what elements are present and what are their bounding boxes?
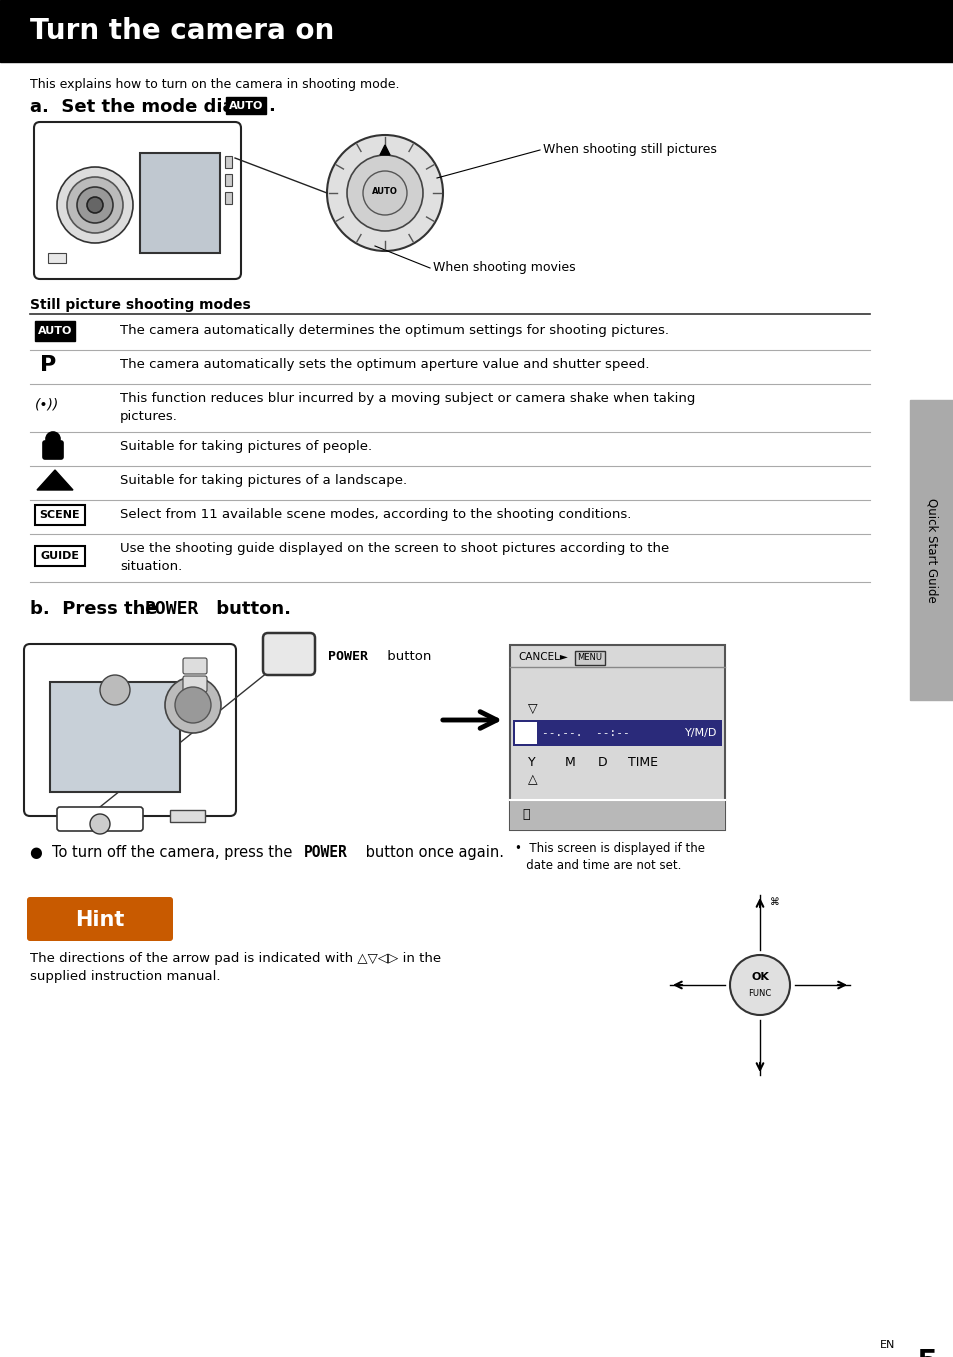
Bar bbox=[170, 810, 205, 822]
Text: The directions of the arrow pad is indicated with △▽◁▷ in the
supplied instructi: The directions of the arrow pad is indic… bbox=[30, 953, 440, 982]
Text: Y/M/D: Y/M/D bbox=[684, 727, 717, 738]
Bar bbox=[225, 156, 232, 168]
Text: EN: EN bbox=[879, 1339, 894, 1350]
Text: POWER: POWER bbox=[145, 600, 199, 617]
Text: SCENE: SCENE bbox=[40, 510, 80, 520]
Text: (•)): (•)) bbox=[35, 398, 59, 411]
Circle shape bbox=[46, 432, 60, 446]
Text: Y: Y bbox=[527, 756, 535, 768]
Text: Still picture shooting modes: Still picture shooting modes bbox=[30, 299, 251, 312]
Text: When shooting movies: When shooting movies bbox=[433, 262, 575, 274]
Bar bbox=[575, 651, 604, 665]
Text: TIME: TIME bbox=[627, 756, 658, 768]
Polygon shape bbox=[379, 145, 390, 155]
Text: button.: button. bbox=[210, 600, 291, 617]
FancyBboxPatch shape bbox=[57, 807, 143, 830]
Circle shape bbox=[77, 187, 112, 223]
Text: The camera automatically determines the optimum settings for shooting pictures.: The camera automatically determines the … bbox=[120, 324, 668, 337]
FancyBboxPatch shape bbox=[43, 441, 63, 459]
Text: AUTO: AUTO bbox=[372, 186, 397, 195]
Text: Suitable for taking pictures of a landscape.: Suitable for taking pictures of a landsc… bbox=[120, 474, 407, 487]
Circle shape bbox=[165, 677, 221, 733]
Text: This explains how to turn on the camera in shooting mode.: This explains how to turn on the camera … bbox=[30, 77, 399, 91]
Bar bbox=[510, 801, 724, 830]
Text: MENU: MENU bbox=[577, 654, 602, 662]
Text: POWER: POWER bbox=[328, 650, 368, 662]
Text: The camera automatically sets the optimum aperture value and shutter speed.: The camera automatically sets the optimu… bbox=[120, 358, 649, 370]
Text: button: button bbox=[382, 650, 431, 662]
Circle shape bbox=[100, 674, 130, 706]
Circle shape bbox=[57, 167, 132, 243]
Text: Quick Start Guide: Quick Start Guide bbox=[924, 498, 938, 603]
Text: Hint: Hint bbox=[75, 911, 125, 930]
Bar bbox=[226, 96, 266, 114]
Circle shape bbox=[67, 176, 123, 233]
FancyBboxPatch shape bbox=[34, 122, 241, 280]
Text: •  This screen is displayed if the
   date and time are not set.: • This screen is displayed if the date a… bbox=[515, 841, 704, 873]
Bar bbox=[510, 645, 724, 830]
Text: Suitable for taking pictures of people.: Suitable for taking pictures of people. bbox=[120, 440, 372, 453]
Bar bbox=[35, 546, 85, 566]
Text: When shooting still pictures: When shooting still pictures bbox=[542, 144, 716, 156]
Text: Use the shooting guide displayed on the screen to shoot pictures according to th: Use the shooting guide displayed on the … bbox=[120, 541, 669, 573]
Bar bbox=[515, 722, 537, 744]
Bar bbox=[48, 252, 66, 263]
Text: .: . bbox=[268, 96, 274, 115]
Bar bbox=[140, 153, 220, 252]
Text: a.  Set the mode dial to: a. Set the mode dial to bbox=[30, 98, 274, 115]
Circle shape bbox=[729, 955, 789, 1015]
Circle shape bbox=[347, 155, 422, 231]
FancyBboxPatch shape bbox=[263, 632, 314, 674]
Text: M: M bbox=[564, 756, 576, 768]
Text: AUTO: AUTO bbox=[38, 326, 72, 337]
Circle shape bbox=[363, 171, 407, 214]
FancyBboxPatch shape bbox=[24, 645, 235, 816]
FancyBboxPatch shape bbox=[183, 676, 207, 692]
Text: Select from 11 available scene modes, according to the shooting conditions.: Select from 11 available scene modes, ac… bbox=[120, 508, 631, 521]
Polygon shape bbox=[37, 470, 73, 490]
Bar bbox=[35, 322, 75, 341]
FancyBboxPatch shape bbox=[183, 658, 207, 674]
Text: △: △ bbox=[527, 773, 537, 787]
Text: 5: 5 bbox=[916, 1348, 937, 1357]
FancyBboxPatch shape bbox=[27, 897, 172, 940]
Text: POWER: POWER bbox=[304, 845, 348, 860]
Bar bbox=[513, 721, 721, 746]
Text: b.  Press the: b. Press the bbox=[30, 600, 164, 617]
Bar bbox=[35, 505, 85, 525]
Text: OK: OK bbox=[750, 972, 768, 982]
Bar bbox=[225, 174, 232, 186]
Bar bbox=[909, 400, 953, 700]
Text: Turn the camera on: Turn the camera on bbox=[30, 18, 334, 45]
Circle shape bbox=[87, 197, 103, 213]
Text: GUIDE: GUIDE bbox=[40, 551, 79, 560]
Text: ⏰: ⏰ bbox=[521, 809, 529, 821]
Bar bbox=[0, 0, 953, 62]
Bar bbox=[50, 683, 180, 792]
Circle shape bbox=[90, 814, 110, 835]
Text: D: D bbox=[598, 756, 607, 768]
Text: --.--.  --:--: --.--. --:-- bbox=[541, 727, 629, 738]
Text: button once again.: button once again. bbox=[360, 845, 503, 860]
Text: P: P bbox=[40, 356, 56, 375]
Circle shape bbox=[174, 687, 211, 723]
Text: ▽: ▽ bbox=[527, 702, 537, 715]
Text: FUNC: FUNC bbox=[747, 988, 771, 997]
Circle shape bbox=[327, 134, 442, 251]
Text: ●  To turn off the camera, press the: ● To turn off the camera, press the bbox=[30, 845, 296, 860]
Text: CANCEL►: CANCEL► bbox=[517, 651, 567, 662]
Bar bbox=[225, 191, 232, 204]
Text: ⌘: ⌘ bbox=[769, 897, 779, 906]
Text: AUTO: AUTO bbox=[229, 100, 263, 111]
Text: This function reduces blur incurred by a moving subject or camera shake when tak: This function reduces blur incurred by a… bbox=[120, 392, 695, 423]
